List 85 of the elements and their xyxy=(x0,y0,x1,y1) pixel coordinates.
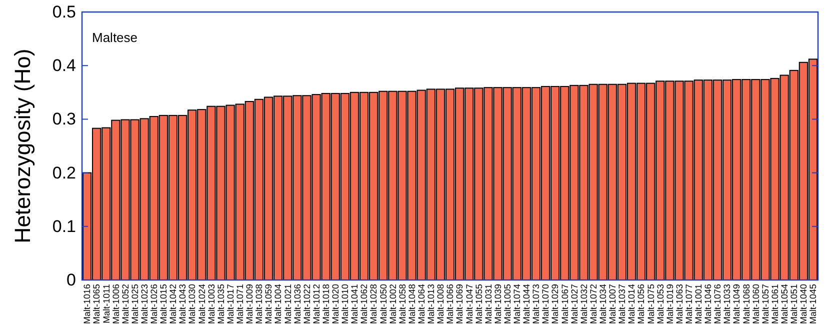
x-tick-label: Malt-1049 xyxy=(732,284,742,324)
x-tick-label: Malt-1028 xyxy=(368,284,379,324)
x-tick-label: Malt-1050 xyxy=(378,284,388,324)
x-tick-label: Malt-1005 xyxy=(502,284,512,324)
x-tick-label: Malt-1072 xyxy=(588,284,598,324)
x-tick-label: Malt-1035 xyxy=(216,284,226,324)
x-tick-label: Malt-1004 xyxy=(273,284,284,324)
x-tick-label: Malt-1021 xyxy=(282,284,293,324)
x-tick-label: Malt-1076 xyxy=(712,284,723,324)
x-tick-label: Malt-1011 xyxy=(101,284,112,324)
x-tick-label: Malt-1066 xyxy=(445,284,456,324)
x-tick-label: Malt-1023 xyxy=(139,284,150,324)
x-tick-label: Malt-1034 xyxy=(598,284,608,324)
x-tick-label: Malt-1039 xyxy=(492,284,503,324)
x-tick-label: Malt-1054 xyxy=(779,284,790,324)
x-tick-label: Malt-1071 xyxy=(235,284,245,324)
x-tick-label: Malt-1044 xyxy=(522,284,532,324)
x-tick-label: Malt-1065 xyxy=(92,284,102,324)
x-tick-label: Malt-1068 xyxy=(741,284,752,324)
y-tick-label: 0.5 xyxy=(52,2,76,22)
x-tick-label: Malt-1017 xyxy=(225,284,236,324)
x-tick-label: Malt-1059 xyxy=(264,284,274,324)
y-tick-label: 0 xyxy=(66,270,76,290)
x-tick-label: Malt-1047 xyxy=(464,284,474,324)
x-tick-label: Malt-1002 xyxy=(388,284,398,324)
x-tick-label: Malt-1008 xyxy=(436,284,446,324)
x-tick-label: Malt-1029 xyxy=(550,284,560,324)
x-tick-label: Malt-1075 xyxy=(646,284,656,324)
x-tick-label: Malt-1043 xyxy=(178,284,188,324)
y-tick-label: 0.1 xyxy=(52,216,76,236)
x-tick-label: Malt-1006 xyxy=(110,284,121,324)
x-tick-label: Malt-1016 xyxy=(82,284,92,324)
x-tick-label: Malt-1025 xyxy=(130,284,140,324)
x-tick-label: Malt-1067 xyxy=(560,284,570,324)
x-tick-label: Malt-1014 xyxy=(626,284,637,324)
y-tick-label: 0.2 xyxy=(52,163,76,182)
x-tick-label: Malt-1019 xyxy=(664,284,675,324)
x-tick-label: Malt-1037 xyxy=(617,284,628,324)
x-tick-label: Malt-1038 xyxy=(254,284,264,324)
x-tick-label: Malt-1036 xyxy=(292,284,302,324)
x-tick-label: Malt-1001 xyxy=(694,284,704,324)
x-tick-label: Malt-1009 xyxy=(244,284,255,324)
x-tick-label: Malt-1015 xyxy=(158,284,169,324)
x-tick-label: Malt-1041 xyxy=(350,284,360,324)
x-tick-label: Malt-1018 xyxy=(320,284,331,324)
x-tick-label: Malt-1058 xyxy=(397,284,408,324)
x-tick-label: Malt-1013 xyxy=(426,284,436,324)
x-tick-label: Malt-1069 xyxy=(454,284,465,324)
x-tick-label: Malt-1051 xyxy=(789,284,800,324)
x-tick-label: Malt-1022 xyxy=(302,284,312,324)
x-tick-label: Malt-1061 xyxy=(770,284,780,324)
x-tick-label: Malt-1073 xyxy=(531,284,542,324)
x-tick-label: Malt-1062 xyxy=(359,284,370,324)
x-tick-label: Malt-1048 xyxy=(406,284,417,324)
x-tick-label: Malt-1056 xyxy=(636,284,646,324)
x-tick-label: Malt-1033 xyxy=(722,284,732,324)
x-tick-label: Malt-1031 xyxy=(483,284,494,324)
x-tick-label: Malt-1010 xyxy=(340,284,350,324)
y-tick-label: 0.3 xyxy=(52,110,76,129)
x-tick-label: Malt-1045 xyxy=(808,284,818,324)
x-tick-label: Malt-1012 xyxy=(311,284,322,324)
x-tick-label: Malt-1042 xyxy=(168,284,178,324)
x-tick-label: Malt-1003 xyxy=(206,284,216,324)
x-tick-label: Malt-1077 xyxy=(684,284,694,324)
x-tick-label: Malt-1024 xyxy=(196,284,207,324)
x-tick-label: Malt-1046 xyxy=(703,284,714,324)
x-tick-label: Malt-1040 xyxy=(798,284,809,324)
x-tick-label: Malt-1020 xyxy=(330,284,341,324)
y-axis-title: Heterozygosity (Ho) xyxy=(10,48,35,244)
x-tick-label: Malt-1053 xyxy=(655,284,666,324)
x-tick-label: Malt-1007 xyxy=(608,284,618,324)
x-tick-label: Malt-1060 xyxy=(750,284,761,324)
x-tick-label: Malt-1030 xyxy=(187,284,198,324)
x-tick-label: Malt-1064 xyxy=(416,284,426,324)
x-tick-label: Malt-1052 xyxy=(120,284,130,324)
x-tick-label: Malt-1063 xyxy=(674,284,684,324)
x-tick-label: Malt-1027 xyxy=(569,284,580,324)
x-tick-label: Malt-1070 xyxy=(540,284,551,324)
x-tick-label: Malt-1026 xyxy=(149,284,160,324)
x-tick-label: Malt-1032 xyxy=(578,284,589,324)
x-tick-label: Malt-1055 xyxy=(474,284,484,324)
x-tick-label: Malt-1074 xyxy=(512,284,522,324)
y-tick-label: 0.4 xyxy=(52,56,76,76)
annotation: Maltese xyxy=(92,30,138,45)
x-tick-label: Malt-1057 xyxy=(760,284,770,324)
